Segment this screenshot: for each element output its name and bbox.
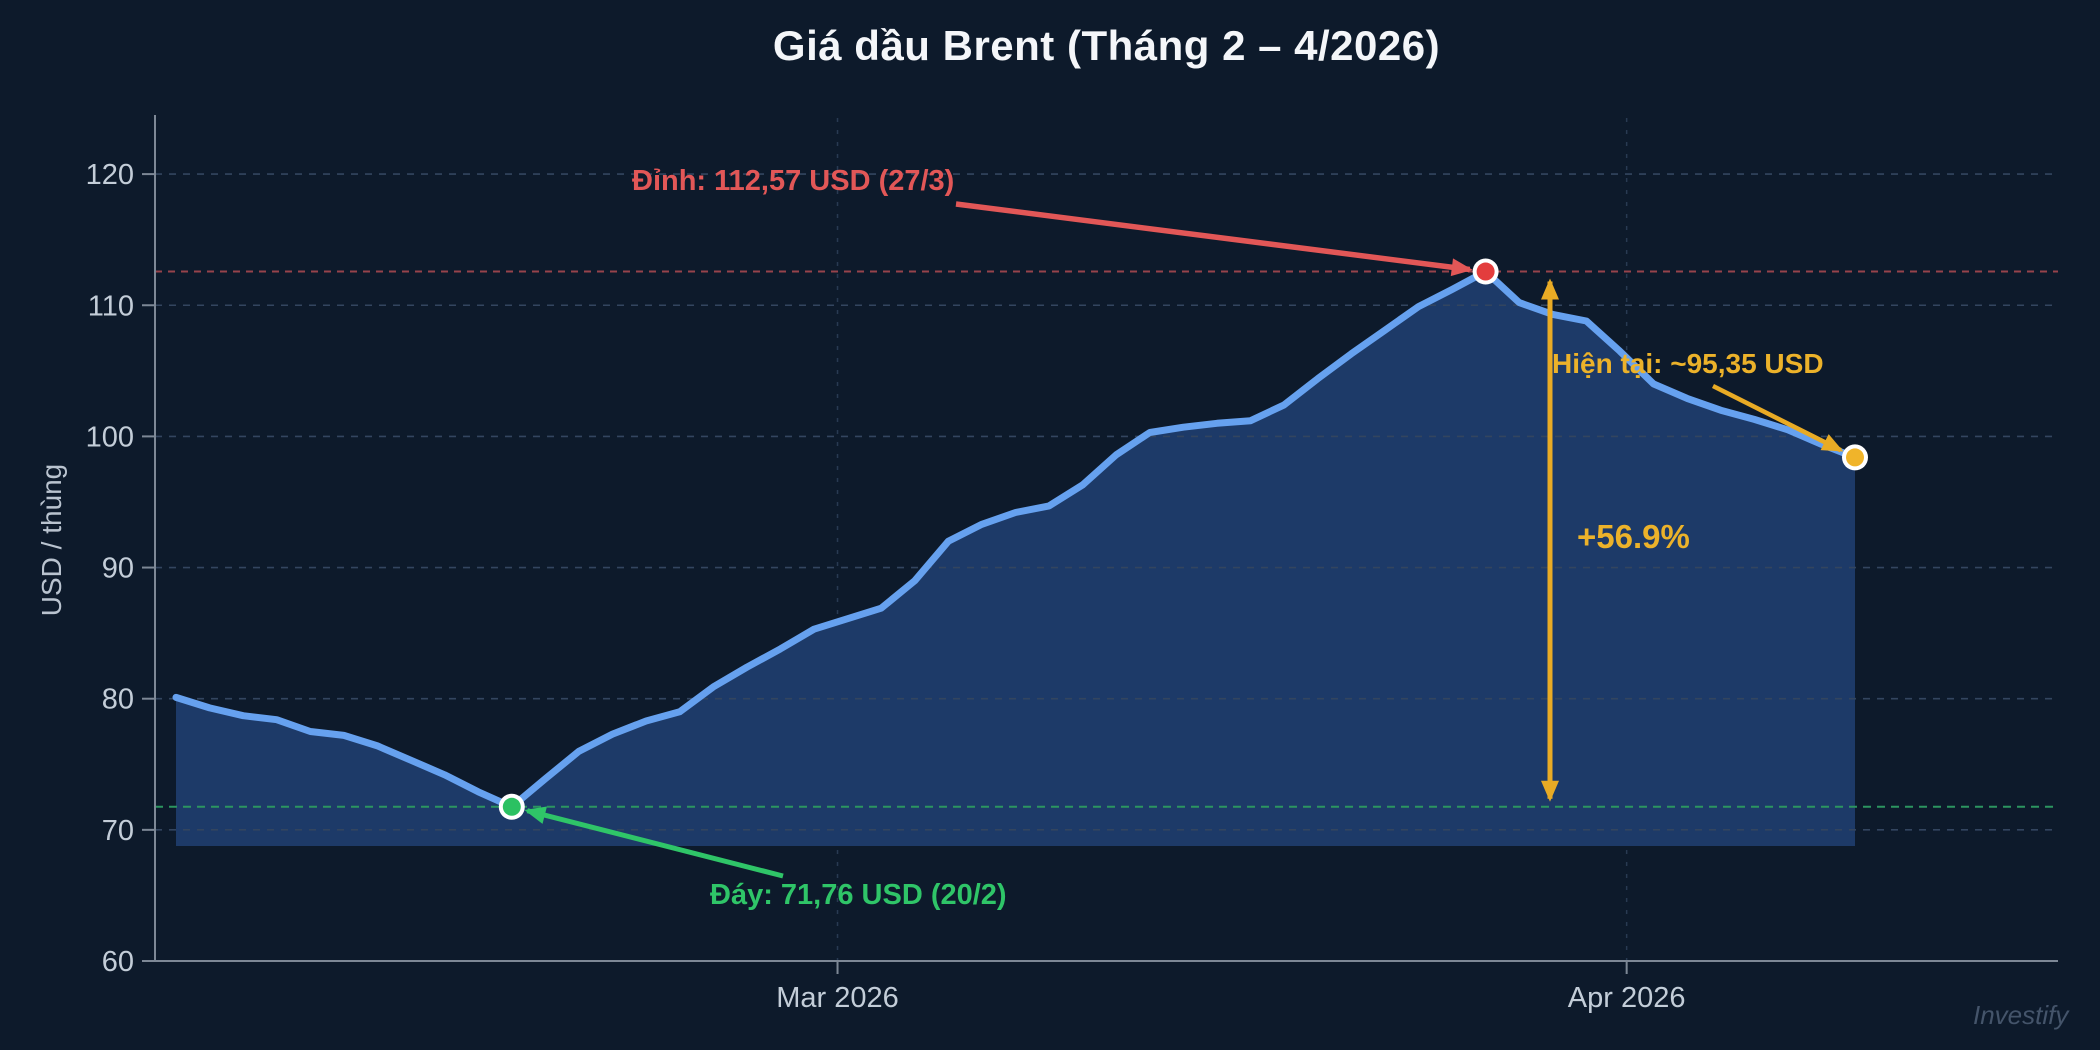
- y-axis-title: USD / thùng: [36, 463, 67, 617]
- y-tick-label: 70: [102, 815, 134, 847]
- current-arrow: [1711, 383, 1844, 453]
- y-tick-label: 60: [102, 946, 134, 978]
- price-line: [172, 268, 1859, 811]
- x-tick-label: Apr 2026: [1568, 982, 1686, 1014]
- watermark: Investify: [1973, 1000, 2069, 1030]
- peak-marker: [1472, 258, 1499, 285]
- y-tick-label: 120: [86, 159, 134, 191]
- y-tick-label: 110: [88, 290, 134, 322]
- area-fill: [176, 271, 1855, 846]
- low-marker: [498, 793, 525, 820]
- chart-title: Giá dầu Brent (Tháng 2 – 4/2026): [772, 22, 1441, 69]
- y-tick-label: 80: [102, 684, 134, 716]
- low-arrow: [524, 806, 784, 879]
- low-annotation-label: Đáy: 71,76 USD (20/2): [710, 879, 1007, 911]
- peak-arrow: [955, 201, 1473, 277]
- percent-change-label: +56.9%: [1577, 518, 1690, 555]
- current-annotation-label: Hiện tại: ~95,35 USD: [1552, 348, 1824, 379]
- current-marker: [1842, 444, 1868, 471]
- peak-annotation-label: Đỉnh: 112,57 USD (27/3): [632, 165, 955, 197]
- y-tick-label: 100: [86, 421, 134, 453]
- x-tick-label: Mar 2026: [776, 982, 899, 1014]
- y-tick-label: 90: [102, 553, 134, 585]
